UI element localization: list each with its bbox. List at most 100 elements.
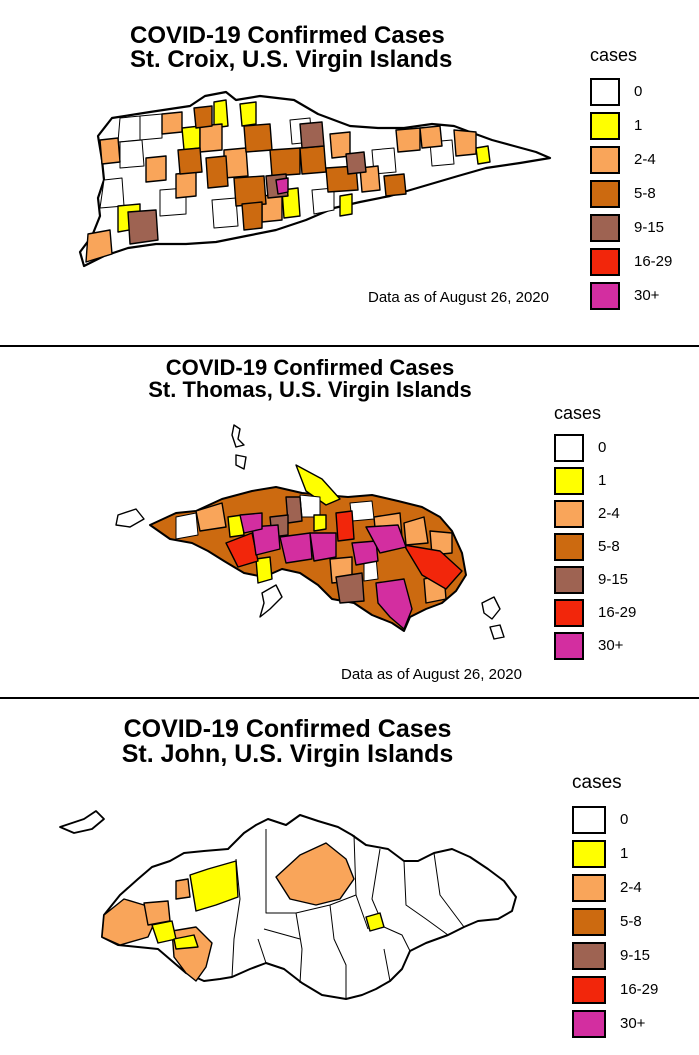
legend-item-0: 0 [554,434,674,466]
legend-swatch [572,942,606,970]
region-2-4 [101,898,157,946]
legend-item-5: 16-29 [572,976,692,1008]
legend-swatch [590,112,620,140]
legend-label: 5-8 [634,185,656,202]
legend-label: 2-4 [634,151,656,168]
title-line-1: COVID-19 Confirmed Cases [123,715,452,743]
legend-label: 5-8 [598,538,620,555]
legend-item-3: 5-8 [554,533,674,565]
cay [259,584,283,618]
region-1 [365,912,385,932]
legend-swatch [554,632,584,660]
legend-item-4: 9-15 [554,566,674,598]
cay [481,596,501,620]
legend-swatch [554,434,584,462]
cay [231,424,245,448]
title-line-1: COVID-19 Confirmed Cases [165,355,455,380]
legend-label: 0 [634,83,643,100]
region-2-4 [275,842,355,906]
legend-label: 16-29 [620,981,659,998]
legend-swatch [590,180,620,208]
legend: cases 0 1 2-4 5-8 9-15 16-29 30+ [572,772,682,1052]
legend-swatch [590,146,620,174]
legend-label: 2-4 [598,505,620,522]
legend-item-6: 30+ [590,282,699,314]
panel-divider [0,345,699,347]
legend-item-3: 5-8 [572,908,692,940]
legend-label: 30+ [598,637,624,654]
region-yellow [295,464,341,506]
legend-label: 9-15 [620,947,651,964]
legend-swatch [572,806,606,834]
legend-swatch [590,248,620,276]
legend-item-6: 30+ [554,632,674,664]
legend-item-2: 2-4 [554,500,674,532]
title-line-2: St. Croix, U.S. Virgin Islands [130,46,453,73]
legend-item-2: 2-4 [590,146,699,178]
legend-swatch [554,533,584,561]
title-line-2: St. John, U.S. Virgin Islands [121,740,454,768]
legend-swatch [590,78,620,106]
legend-title: cases [590,45,638,65]
legend-item-2: 2-4 [572,874,692,906]
region-1 [189,860,239,912]
legend-item-0: 0 [572,806,692,838]
legend-swatch [590,214,620,242]
legend-swatch [554,566,584,594]
map-title: COVID-19 Confirmed Cases St. John, U.S. … [100,717,475,767]
legend-title: cases [572,772,622,793]
st-thomas-map [115,424,505,640]
legend-swatch [572,1010,606,1038]
st-croix-map [78,90,552,268]
cay [59,810,105,834]
legend-item-5: 16-29 [590,248,699,280]
legend: cases 0 1 2-4 5-8 9-15 16-29 30+ [590,45,699,335]
legend-swatch [554,500,584,528]
legend-swatch [572,976,606,1004]
legend-item-1: 1 [590,112,699,144]
legend-label: 1 [620,845,629,862]
region-1 [173,934,199,950]
legend-item-1: 1 [572,840,692,872]
legend-item-6: 30+ [572,1010,692,1042]
legend-item-4: 9-15 [590,214,699,246]
panel-divider [0,697,699,699]
legend-swatch [572,840,606,868]
region-2-4 [175,878,191,900]
region-2-4 [143,900,171,926]
legend-label: 1 [598,472,607,489]
legend: cases 0 1 2-4 5-8 9-15 16-29 30+ [554,403,664,693]
data-date-note: Data as of August 26, 2020 [341,666,522,683]
st-john-map [59,810,517,1000]
cay [115,508,145,528]
legend-item-4: 9-15 [572,942,692,974]
title-line-1: COVID-19 Confirmed Cases [130,22,445,49]
legend-label: 5-8 [620,913,642,930]
legend-item-1: 1 [554,467,674,499]
legend-item-0: 0 [590,78,699,110]
legend-label: 16-29 [634,253,673,270]
legend-swatch [554,599,584,627]
legend-label: 9-15 [598,571,629,588]
legend-item-5: 16-29 [554,599,674,631]
cay [489,624,505,640]
panel-st-thomas: COVID-19 Confirmed Cases St. Thomas, U.S… [0,347,699,697]
legend-title: cases [554,403,602,423]
legend-swatch [572,874,606,902]
cay [235,454,247,470]
legend-label: 30+ [620,1015,646,1032]
legend-label: 16-29 [598,604,637,621]
legend-label: 0 [620,811,629,828]
legend-swatch [590,282,620,310]
legend-label: 30+ [634,287,660,304]
map-title: COVID-19 Confirmed Cases St. Croix, U.S.… [130,22,453,73]
legend-swatch [572,908,606,936]
title-line-2: St. Thomas, U.S. Virgin Islands [148,377,472,402]
legend-swatch [554,467,584,495]
legend-item-3: 5-8 [590,180,699,212]
data-date-note: Data as of August 26, 2020 [368,289,549,306]
panel-st-john: COVID-19 Confirmed Cases St. John, U.S. … [0,699,699,1055]
map-title: COVID-19 Confirmed Cases St. Thomas, U.S… [140,357,480,401]
legend-label: 9-15 [634,219,665,236]
legend-label: 2-4 [620,879,642,896]
